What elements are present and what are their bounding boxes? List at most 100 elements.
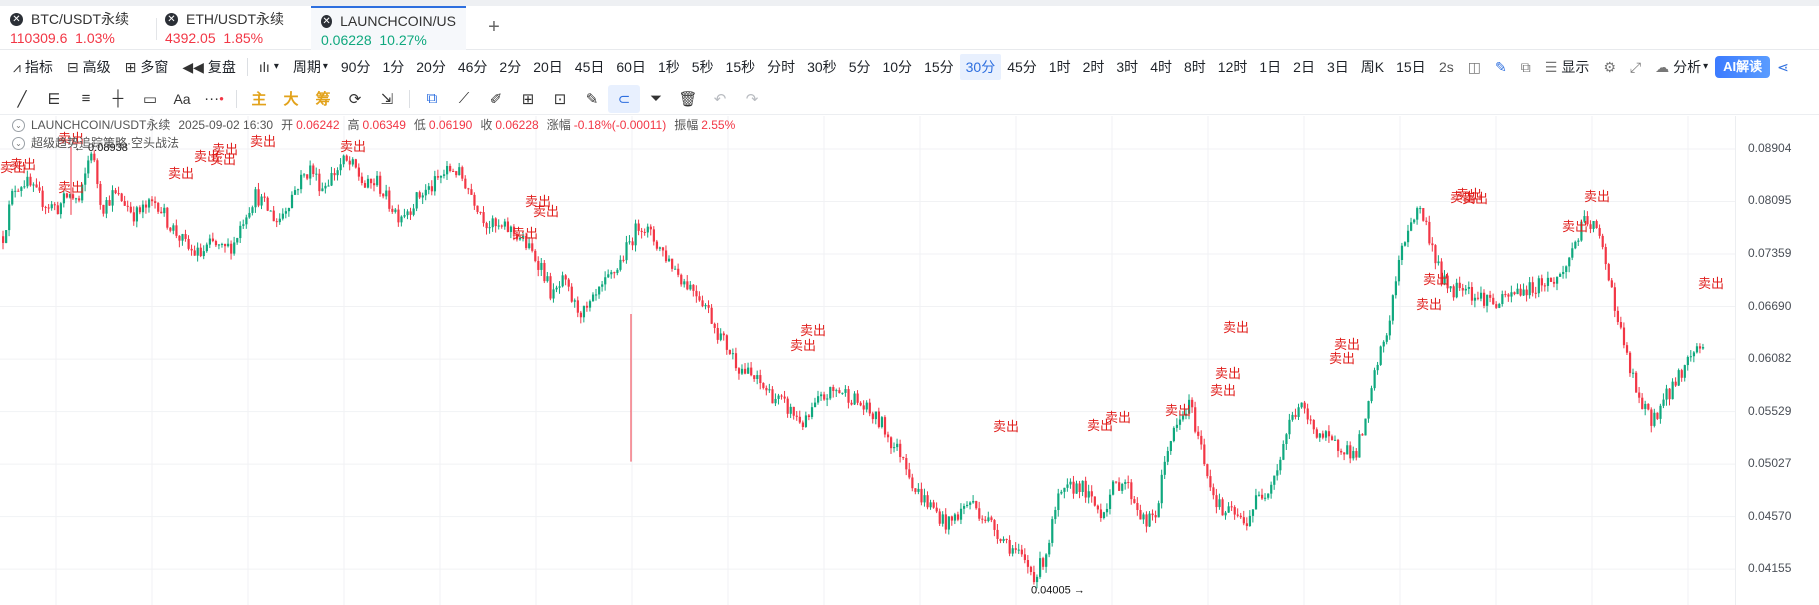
period-dropdown[interactable]: 周期 ▾ xyxy=(286,54,335,80)
brush-icon[interactable]: ✐ xyxy=(489,90,503,108)
ruler-icon[interactable]: ⟋ xyxy=(458,90,470,107)
period-option[interactable]: 15分 xyxy=(924,59,954,75)
candle-body xyxy=(1385,335,1388,342)
period-option[interactable]: 1时 xyxy=(1048,59,1071,75)
pen-icon[interactable]: ✎ xyxy=(1495,59,1507,75)
candle-body xyxy=(1157,503,1160,518)
edit-icon[interactable]: ✎ xyxy=(585,90,599,108)
period-option[interactable]: 1日 xyxy=(1259,59,1282,75)
period-option[interactable]: 1分 xyxy=(382,59,405,75)
filter-icon[interactable]: ⏷ xyxy=(649,90,662,107)
period-option[interactable]: 10分 xyxy=(882,59,913,75)
channel-icon[interactable]: ≡ xyxy=(81,90,91,107)
main-chart-toggle[interactable]: 主 xyxy=(251,91,267,108)
period-option[interactable]: 30秒 xyxy=(807,59,837,75)
redo-icon[interactable]: ↷ xyxy=(745,90,759,108)
close-icon[interactable]: ✕ xyxy=(10,12,23,26)
candle-body xyxy=(1291,414,1294,420)
share-icon[interactable]: ⋖ xyxy=(1777,59,1789,75)
candle-body xyxy=(1139,509,1142,520)
period-option[interactable]: 周K xyxy=(1360,59,1385,75)
chart-legend: ⌄ LAUNCHCOIN/USDT永续 2025-09-02 16:30 开 0.… xyxy=(12,116,743,152)
undo-icon[interactable]: ↶ xyxy=(713,90,727,108)
indicators-button[interactable]: ⩘ 指标 xyxy=(6,54,60,80)
candle-body xyxy=(467,188,470,190)
period-option[interactable]: 8时 xyxy=(1183,59,1206,75)
candle-body xyxy=(1011,548,1014,554)
analysis-button[interactable]: ☁ 分析 ▾ xyxy=(1648,54,1715,80)
copy-icon[interactable]: ⧉ xyxy=(426,90,438,107)
compare-icon[interactable]: ⊞ xyxy=(521,90,535,108)
candle-body xyxy=(1610,280,1613,288)
advanced-button[interactable]: ⊟ 高级 xyxy=(60,54,118,80)
price-chart[interactable]: ← 0.08938 0.04005 → 卖出 卖出 卖出 卖出 卖出 卖出 卖出 卖出 卖出 卖出 卖出… xyxy=(0,116,1819,605)
period-option[interactable]: 3时 xyxy=(1116,59,1139,75)
candle-body xyxy=(99,183,102,205)
trend-line-icon[interactable]: ╱ xyxy=(17,90,27,108)
rectangle-icon[interactable]: ▭ xyxy=(142,90,158,108)
horizontal-line-icon[interactable]: ┼ xyxy=(112,90,124,107)
refresh-interval[interactable]: 2s xyxy=(1439,59,1454,75)
price-axis-label: 0.07359 xyxy=(1748,246,1792,260)
multi-window-button[interactable]: ⊞ 多窗 xyxy=(118,54,176,80)
trash-icon[interactable]: 🗑 xyxy=(678,90,698,108)
add-tab-icon[interactable]: + xyxy=(488,16,500,38)
collapse-icon[interactable]: ⌄ xyxy=(12,118,25,132)
more-tools-icon[interactable]: ··· ● xyxy=(204,90,224,107)
period-option[interactable]: 1秒 xyxy=(657,59,680,75)
chips-toggle[interactable]: 筹 xyxy=(315,91,331,108)
camera-icon[interactable]: ◫ xyxy=(1467,59,1482,75)
period-option[interactable]: 15秒 xyxy=(725,59,756,75)
lock-icon[interactable]: ⊡ xyxy=(553,90,567,108)
template-icon[interactable]: ⧉ xyxy=(1520,59,1531,75)
candle-body xyxy=(1406,230,1410,243)
measure-icon[interactable]: ⇲ xyxy=(380,90,394,108)
gear-icon[interactable]: ⚙ xyxy=(1603,59,1616,75)
period-option[interactable]: 5分 xyxy=(848,59,871,75)
close-icon[interactable]: ✕ xyxy=(321,14,333,28)
parallel-lines-icon[interactable]: ⋿ xyxy=(47,90,61,108)
period-option[interactable]: 60日 xyxy=(616,59,646,75)
period-option[interactable]: 46分 xyxy=(457,59,488,75)
period-option[interactable]: 30分 xyxy=(959,54,1002,80)
fullscreen-icon[interactable]: ⤢ xyxy=(1629,59,1642,75)
chart-type-button[interactable]: ılı ▾ xyxy=(252,54,286,80)
candle-body xyxy=(111,190,114,206)
candle-body xyxy=(1577,240,1580,242)
big-order-toggle[interactable]: 大 xyxy=(283,91,299,108)
candle-body xyxy=(1127,481,1130,483)
period-option[interactable]: 20分 xyxy=(416,59,446,75)
tab-eth[interactable]: ✕ ETH/USDT永续 4392.05 1.85% xyxy=(155,6,310,50)
period-option[interactable]: 45分 xyxy=(1007,59,1037,75)
collapse-icon[interactable]: ⌄ xyxy=(12,136,25,150)
period-option[interactable]: 45日 xyxy=(574,59,605,75)
text-tool[interactable]: Aa xyxy=(173,90,191,107)
candle-body xyxy=(227,243,230,247)
sync-icon[interactable]: ⟳ xyxy=(348,90,362,108)
ai-interpret-button[interactable]: AI解读 xyxy=(1715,56,1771,78)
tab-btc[interactable]: ✕ BTC/USDT永续 110309.6 1.03% xyxy=(0,6,150,50)
period-option[interactable]: 20日 xyxy=(533,59,563,75)
candle-body xyxy=(178,235,181,241)
period-option[interactable]: 12时 xyxy=(1217,59,1248,75)
period-option[interactable]: 2分 xyxy=(499,59,522,75)
candle-body xyxy=(333,173,336,176)
period-option[interactable]: 15日 xyxy=(1396,59,1426,75)
period-option[interactable]: 90分 xyxy=(340,59,371,75)
period-option[interactable]: 2日 xyxy=(1293,59,1315,75)
candle-body xyxy=(1118,482,1121,491)
period-option[interactable]: 分时 xyxy=(767,59,796,75)
candle-body xyxy=(1197,431,1200,436)
candle-body xyxy=(807,415,811,417)
period-option[interactable]: 5秒 xyxy=(691,59,714,75)
tab-launchcoin[interactable]: ✕ LAUNCHCOIN/US 0.06228 10.27% xyxy=(311,6,466,50)
period-option[interactable]: 3日 xyxy=(1326,59,1349,75)
magnet-icon[interactable]: ⊂ xyxy=(608,84,640,113)
period-option[interactable]: 2时 xyxy=(1082,59,1105,75)
replay-button[interactable]: ◀◀ 复盘 xyxy=(175,54,243,80)
close-icon[interactable]: ✕ xyxy=(165,12,178,26)
display-settings-button[interactable]: ☰ 显示 xyxy=(1538,54,1597,80)
period-option[interactable]: 4时 xyxy=(1150,59,1172,75)
price-axis[interactable]: 0.08904 0.08095 0.07359 0.06690 0.06082 0.055… xyxy=(1735,116,1819,605)
